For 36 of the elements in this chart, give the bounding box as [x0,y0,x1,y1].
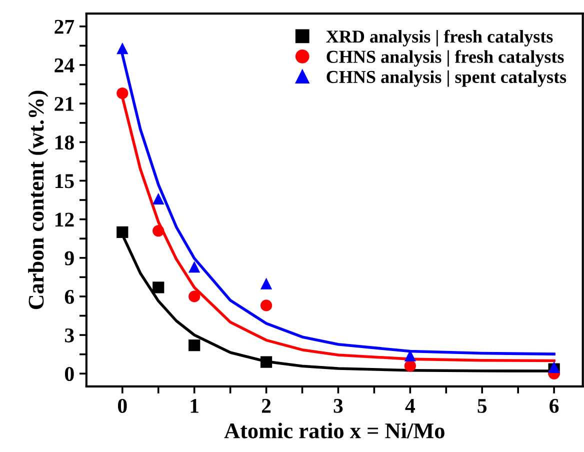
y-tick-label: 12 [55,212,74,227]
x-tick-label: 5 [478,399,487,413]
point [152,225,164,237]
y-tick-label: 6 [64,290,74,304]
y-tick-label: 18 [55,136,74,150]
x-tick-label: 2 [262,398,271,413]
point [404,350,416,362]
point [152,282,164,294]
x-tick-label: 6 [550,398,559,413]
point [188,340,200,352]
point [260,300,272,312]
point [404,360,416,372]
y-tick-label: 15 [55,174,74,188]
y-axis-title: Carbon content (wt.%) [28,90,48,310]
point [116,42,128,54]
y-tick-label: 21 [54,97,74,111]
legend-label: CHNS analysis | spent catalysts [326,70,566,87]
y-tick-label: 24 [54,58,74,72]
y-tick-label: 9 [64,251,74,266]
x-axis-title: Atomic ratio x = Ni/Mo [224,422,444,438]
point [260,356,272,368]
legend-label: CHNS analysis | fresh catalysts [326,50,564,67]
point [116,87,128,100]
legend-label: XRD analysis | fresh catalysts [326,30,553,46]
point [188,290,200,302]
point [152,192,164,205]
y-tick-label: 3 [64,328,74,342]
point [116,226,128,238]
point [188,261,200,273]
x-tick-label: 1 [190,398,198,413]
x-tick-label: 4 [405,399,415,413]
x-tick-label: 3 [334,398,343,413]
y-tick-label: 27 [54,20,74,34]
y-tick-label: 0 [65,366,74,382]
point [260,278,272,290]
x-tick-label: 0 [118,398,127,413]
